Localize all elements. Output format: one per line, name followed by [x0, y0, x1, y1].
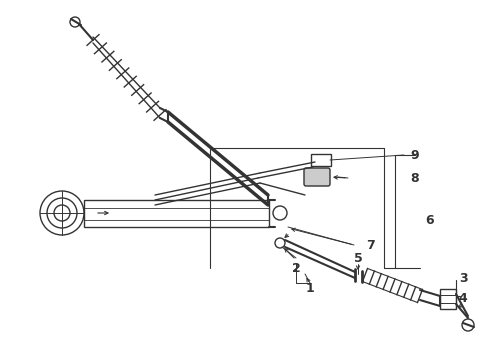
Bar — [84, 200, 269, 227]
Text: 4: 4 — [459, 292, 467, 305]
Text: 7: 7 — [366, 239, 374, 252]
FancyBboxPatch shape — [304, 168, 330, 186]
Text: 5: 5 — [354, 252, 363, 265]
Bar — [440, 289, 456, 309]
Text: 3: 3 — [459, 271, 467, 284]
Text: 1: 1 — [306, 282, 315, 294]
Text: 9: 9 — [411, 149, 419, 162]
Text: 6: 6 — [426, 213, 434, 226]
Text: 2: 2 — [292, 261, 300, 274]
Text: 8: 8 — [411, 171, 419, 185]
FancyBboxPatch shape — [311, 154, 331, 166]
